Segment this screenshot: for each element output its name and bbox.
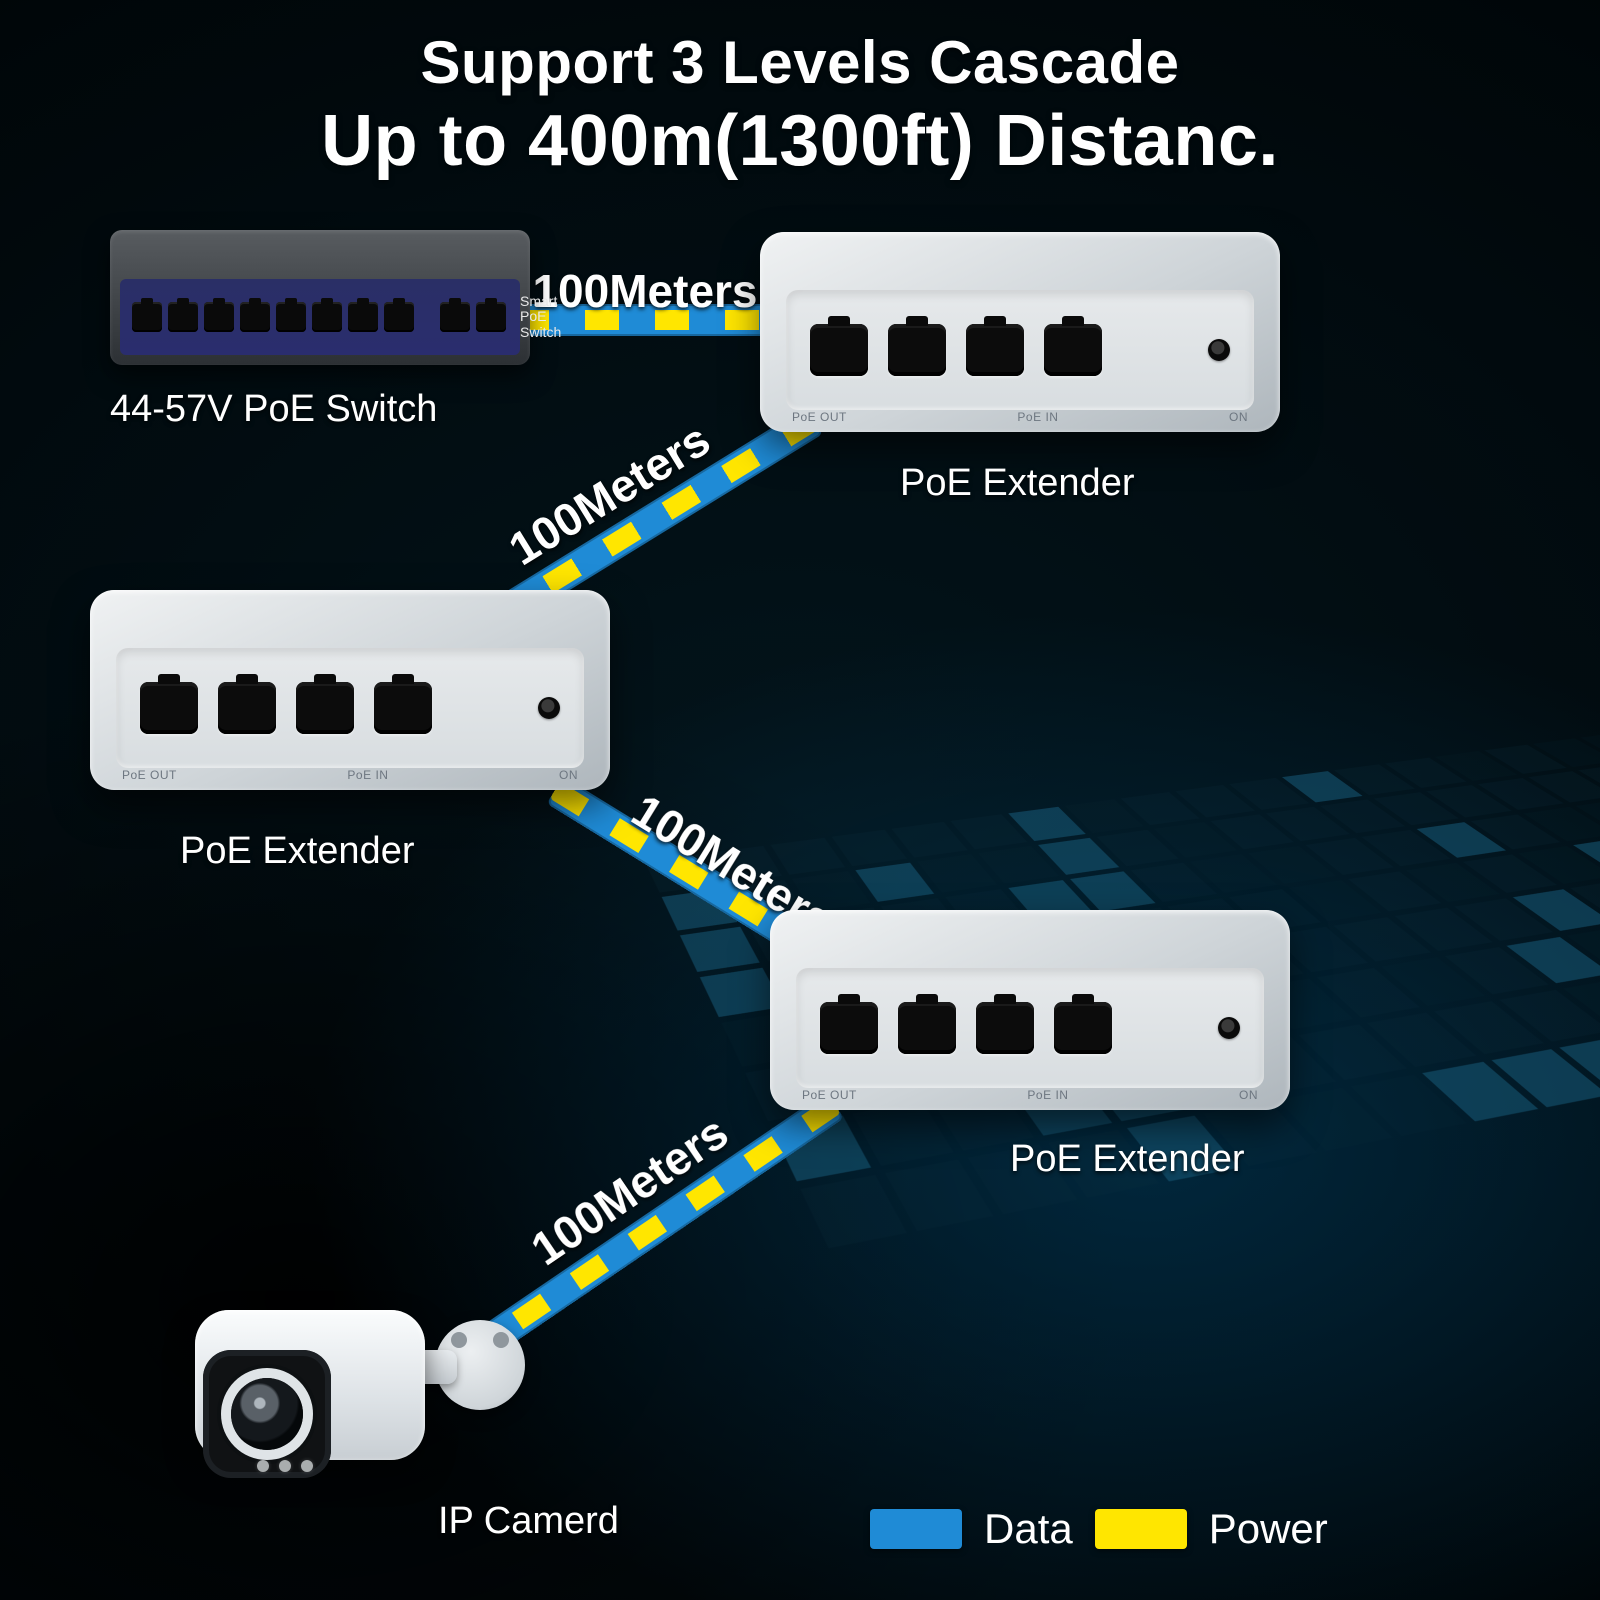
poe-extender-2-front: [116, 648, 584, 768]
rj45-port-icon: [140, 682, 198, 734]
rj45-port-icon: [888, 324, 946, 376]
camera-body-icon: [195, 1310, 425, 1460]
rj45-port-icon: [1054, 1002, 1112, 1054]
switch-brand-text: Smart PoE Switch: [520, 294, 561, 340]
poe-extender-3-sublabels: PoE OUT PoE IN ON: [802, 1088, 1258, 1102]
legend-power-label: Power: [1209, 1505, 1328, 1553]
rj45-port-icon: [440, 302, 470, 332]
ip-camera: [195, 1280, 525, 1500]
rj45-port-icon: [132, 302, 162, 332]
stage: Support 3 Levels Cascade Up to 400m(1300…: [0, 0, 1600, 1600]
sublabel-in: PoE IN: [347, 768, 388, 782]
rj45-port-icon: [240, 302, 270, 332]
poe-extender-1: PoE OUT PoE IN ON: [760, 232, 1280, 432]
poe-extender-3: PoE OUT PoE IN ON: [770, 910, 1290, 1110]
poe-extender-1-label: PoE Extender: [900, 462, 1134, 505]
ip-camera-label: IP Camerd: [438, 1500, 619, 1543]
camera-lens-icon: [231, 1378, 303, 1450]
dc-jack-icon: [1208, 339, 1230, 361]
poe-switch-label: 44-57V PoE Switch: [110, 388, 437, 431]
poe-switch-face: Smart PoE Switch: [120, 279, 520, 355]
headline-line1: Support 3 Levels Cascade: [0, 28, 1600, 97]
poe-extender-3-label: PoE Extender: [1010, 1138, 1244, 1181]
rj45-port-icon: [810, 324, 868, 376]
rj45-port-icon: [296, 682, 354, 734]
legend-data-swatch: [870, 1509, 962, 1549]
poe-extender-2-sublabels: PoE OUT PoE IN ON: [122, 768, 578, 782]
poe-extender-3-front: [796, 968, 1264, 1088]
sublabel-in: PoE IN: [1027, 1088, 1068, 1102]
rj45-port-icon: [1044, 324, 1102, 376]
cable-label: 100Meters: [532, 264, 757, 318]
cable-seg4: 100Meters: [475, 1105, 835, 1350]
sublabel-out: PoE OUT: [792, 410, 847, 424]
rj45-port-icon: [348, 302, 378, 332]
poe-extender-2-label: PoE Extender: [180, 830, 414, 873]
rj45-port-icon: [820, 1002, 878, 1054]
sublabel-out: PoE OUT: [802, 1088, 857, 1102]
sublabel-on: ON: [559, 768, 578, 782]
sublabel-on: ON: [1229, 410, 1248, 424]
sublabel-on: ON: [1239, 1088, 1258, 1102]
rj45-port-icon: [898, 1002, 956, 1054]
sublabel-out: PoE OUT: [122, 768, 177, 782]
poe-extender-2: PoE OUT PoE IN ON: [90, 590, 610, 790]
legend-power-swatch: [1095, 1509, 1187, 1549]
camera-bezel-icon: [203, 1350, 331, 1478]
poe-extender-1-front: [786, 290, 1254, 410]
poe-extender-1-sublabels: PoE OUT PoE IN ON: [792, 410, 1248, 424]
rj45-port-icon: [966, 324, 1024, 376]
headline-line2: Up to 400m(1300ft) Distanc.: [0, 100, 1600, 182]
camera-leds-icon: [257, 1460, 313, 1472]
legend-data-label: Data: [984, 1505, 1073, 1553]
sublabel-in: PoE IN: [1017, 410, 1058, 424]
rj45-port-icon: [168, 302, 198, 332]
rj45-port-icon: [476, 302, 506, 332]
rj45-port-icon: [204, 302, 234, 332]
legend: Data Power: [870, 1505, 1328, 1553]
rj45-port-icon: [976, 1002, 1034, 1054]
rj45-port-icon: [276, 302, 306, 332]
rj45-port-icon: [384, 302, 414, 332]
rj45-port-icon: [312, 302, 342, 332]
dc-jack-icon: [1218, 1017, 1240, 1039]
poe-switch: Smart PoE Switch: [110, 230, 530, 365]
dc-jack-icon: [538, 697, 560, 719]
rj45-port-icon: [374, 682, 432, 734]
rj45-port-icon: [218, 682, 276, 734]
